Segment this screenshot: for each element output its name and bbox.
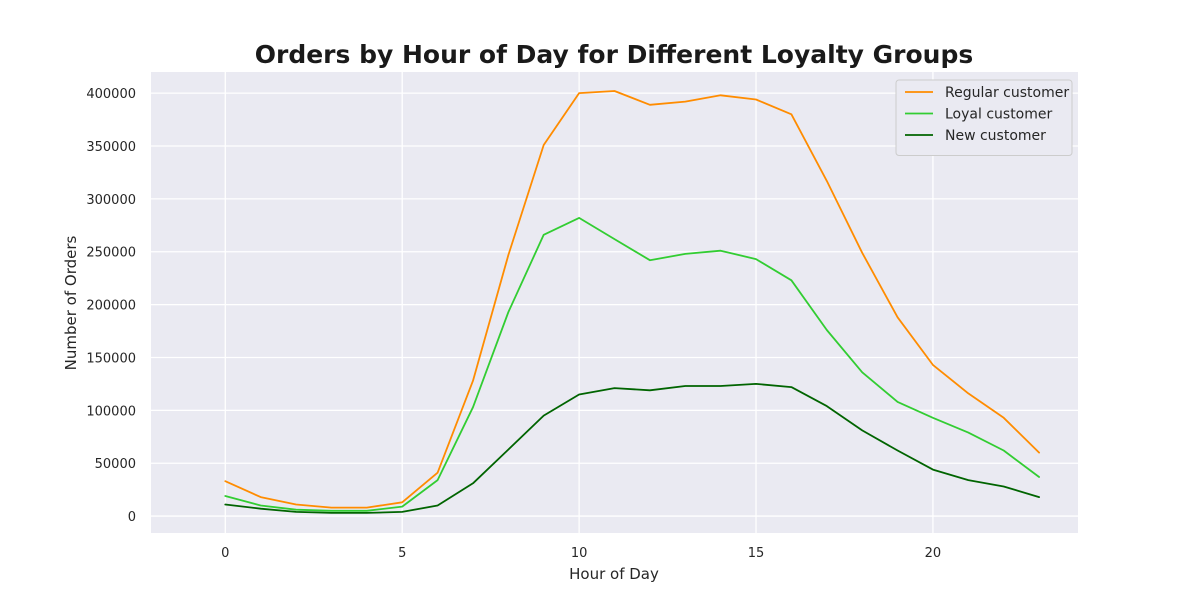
gridlines [151, 72, 1078, 533]
x-axis-label: Hour of Day [569, 565, 659, 583]
chart-title: Orders by Hour of Day for Different Loya… [255, 40, 974, 69]
x-tick-label: 5 [398, 546, 406, 561]
y-tick-label: 200000 [86, 299, 136, 314]
y-tick-label: 300000 [86, 193, 136, 208]
x-tick-label: 20 [925, 546, 942, 561]
x-tick-label: 15 [748, 546, 765, 561]
legend-box [895, 79, 1073, 156]
legend-label: Loyal customer [945, 107, 1052, 123]
legend: Regular customer Loyal customer New custom… [895, 79, 1073, 156]
x-tick-label: 0 [221, 546, 229, 561]
y-axis-label: Number of Orders [62, 235, 80, 370]
y-tick-label: 50000 [95, 457, 136, 472]
legend-label: New customer [945, 128, 1046, 144]
series-line-new-customer [224, 382, 1040, 514]
series-lines [224, 90, 1040, 514]
legend-label: Regular customer [945, 85, 1069, 101]
tick-labels: 0 5 10 15 20 0 50000 100000 150000 200000 250000 30… [86, 87, 941, 561]
y-tick-label: 350000 [86, 140, 136, 155]
x-tick-label: 10 [571, 546, 588, 561]
y-tick-label: 250000 [86, 246, 136, 261]
series-line-loyal-customer [224, 216, 1040, 512]
y-tick-label: 400000 [86, 87, 136, 102]
y-tick-label: 0 [128, 510, 136, 525]
y-tick-label: 100000 [86, 404, 136, 419]
series-line-regular-customer [224, 90, 1040, 509]
y-tick-label: 150000 [86, 351, 136, 366]
